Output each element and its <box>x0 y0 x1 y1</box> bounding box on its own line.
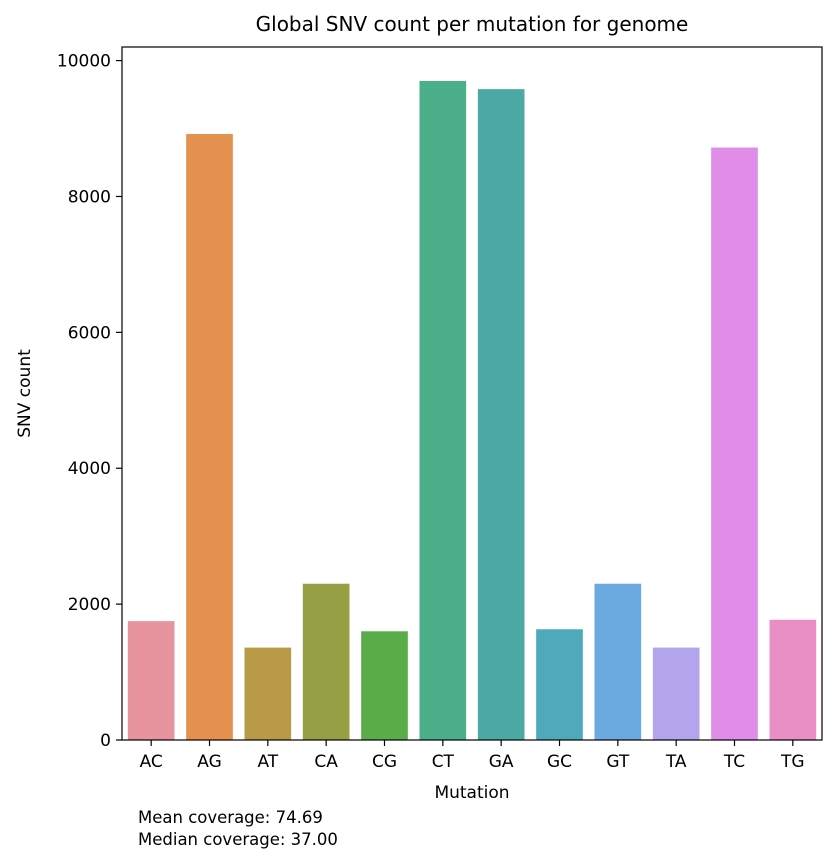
x-tick-label: GC <box>547 752 572 772</box>
x-tick-label: CT <box>432 752 455 772</box>
bar-tc <box>711 147 758 740</box>
x-tick-label: AT <box>257 752 278 772</box>
y-tick-label: 4000 <box>68 459 111 479</box>
y-tick-label: 6000 <box>68 323 111 343</box>
median-coverage-note: Median coverage: 37.00 <box>138 830 338 849</box>
bar-ga <box>477 89 525 740</box>
bar-cg <box>361 631 408 740</box>
mean-coverage-note: Mean coverage: 74.69 <box>138 808 323 827</box>
x-tick-label: AC <box>140 752 163 772</box>
y-tick-label: 10000 <box>57 52 111 72</box>
x-tick-label: AG <box>197 752 222 772</box>
bar-ac <box>127 621 175 740</box>
x-tick-label: TG <box>780 752 805 772</box>
bar-ct <box>419 80 467 741</box>
bar-gt <box>594 583 642 740</box>
chart-title: Global SNV count per mutation for genome <box>255 12 689 36</box>
x-tick-label: TC <box>723 752 745 772</box>
plot-frame <box>121 46 823 741</box>
y-axis-label: SNV count <box>15 349 35 438</box>
bars-group <box>127 80 817 741</box>
x-tick-label: CA <box>314 752 338 772</box>
bar-at <box>244 647 292 740</box>
bar-ta <box>652 647 700 740</box>
bar-tg <box>769 619 817 740</box>
x-tick-label: TA <box>665 752 687 772</box>
x-axis: AC AG AT CA CG CT GA GC GT TA TC TG <box>140 740 805 772</box>
y-tick-label: 2000 <box>68 595 111 615</box>
x-axis-label: Mutation <box>434 783 509 803</box>
x-tick-label: CG <box>372 752 397 772</box>
x-tick-label: GT <box>606 752 630 772</box>
y-tick-label: 8000 <box>68 187 111 207</box>
bar-ca <box>302 583 350 740</box>
bar-ag <box>186 133 233 740</box>
x-tick-label: GA <box>489 752 514 772</box>
y-axis: 0 2000 4000 6000 8000 10000 <box>57 52 122 751</box>
bar-gc <box>536 629 583 740</box>
y-tick-label: 0 <box>100 731 111 751</box>
